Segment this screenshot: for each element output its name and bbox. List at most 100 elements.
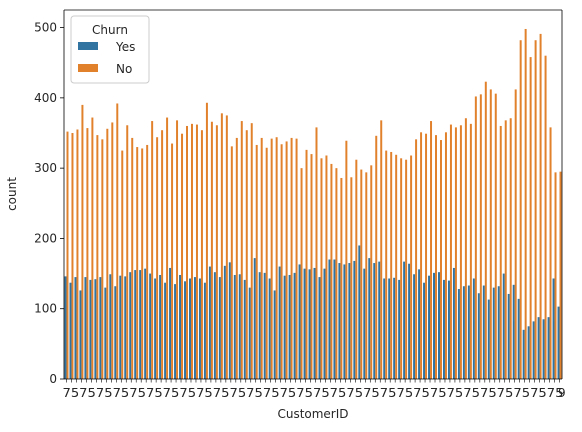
bar-yes-35 — [238, 274, 241, 379]
bar-yes-49 — [308, 269, 311, 379]
bar-no-95 — [539, 33, 542, 380]
bar-no-84 — [484, 81, 487, 379]
bar-no-61 — [370, 165, 373, 379]
bar-yes-24 — [184, 281, 187, 379]
bar-no-58 — [355, 159, 358, 379]
bar-yes-14 — [134, 270, 137, 379]
bar-no-81 — [469, 123, 472, 379]
bar-no-49 — [310, 154, 313, 379]
legend-label-yes: Yes — [115, 40, 135, 54]
legend-swatch-no — [78, 64, 98, 72]
bar-yes-93 — [527, 326, 530, 379]
bar-no-83 — [479, 94, 482, 379]
bar-no-16 — [146, 144, 149, 379]
bar-yes-88 — [502, 273, 505, 379]
bar-no-28 — [205, 102, 208, 379]
bar-yes-39 — [258, 272, 261, 379]
bar-no-23 — [181, 133, 184, 379]
bar-yes-22 — [174, 284, 177, 379]
bar-no-25 — [190, 123, 193, 379]
bar-yes-5 — [89, 279, 92, 379]
legend-label-no: No — [116, 62, 132, 76]
bar-yes-23 — [179, 274, 182, 379]
bar-no-88 — [504, 120, 507, 379]
y-tick-label: 0 — [49, 372, 57, 386]
bar-no-6 — [96, 135, 99, 379]
bar-yes-82 — [472, 278, 475, 379]
bar-yes-50 — [313, 267, 316, 379]
axes — [63, 9, 563, 380]
bar-no-99 — [559, 171, 562, 379]
bar-yes-95 — [537, 317, 540, 379]
bar-yes-3 — [79, 290, 82, 379]
bar-no-33 — [230, 146, 233, 379]
bar-yes-89 — [507, 293, 510, 379]
bar-yes-8 — [104, 287, 107, 379]
bar-yes-57 — [348, 263, 351, 379]
bar-no-94 — [534, 40, 537, 379]
bar-yes-68 — [403, 261, 406, 379]
bar-yes-29 — [208, 266, 211, 379]
bar-no-87 — [499, 125, 502, 379]
bar-no-63 — [380, 120, 383, 379]
bar-yes-56 — [343, 264, 346, 379]
bar-yes-18 — [154, 278, 157, 379]
legend-title: Churn — [92, 23, 128, 37]
bar-no-51 — [320, 158, 323, 379]
bar-no-14 — [136, 147, 139, 379]
bar-yes-20 — [164, 282, 167, 379]
bar-yes-63 — [378, 261, 381, 379]
bar-no-1 — [71, 133, 74, 379]
bar-yes-36 — [243, 279, 246, 379]
bar-yes-1 — [69, 282, 72, 379]
bar-yes-26 — [193, 277, 196, 379]
bar-no-70 — [415, 139, 418, 379]
bar-no-46 — [295, 138, 298, 379]
bar-yes-72 — [423, 282, 426, 379]
bar-yes-19 — [159, 274, 162, 379]
bar-no-40 — [265, 147, 268, 379]
bar-yes-32 — [223, 265, 226, 379]
bar-no-24 — [186, 125, 188, 379]
bar-no-54 — [335, 168, 338, 379]
bar-no-26 — [195, 124, 198, 379]
bar-yes-31 — [218, 277, 221, 379]
bar-no-5 — [91, 117, 94, 379]
bar-yes-84 — [482, 285, 485, 379]
bar-no-80 — [464, 118, 467, 380]
bar-yes-62 — [373, 263, 376, 379]
bar-no-53 — [330, 163, 333, 379]
bar-yes-76 — [442, 279, 445, 379]
bar-yes-65 — [388, 278, 391, 379]
bar-yes-67 — [398, 279, 401, 379]
bar-no-15 — [141, 148, 144, 379]
bar-no-10 — [116, 103, 119, 379]
bar-yes-46 — [293, 272, 296, 379]
bar-no-47 — [300, 168, 303, 379]
bar-yes-41 — [268, 278, 271, 379]
bar-no-41 — [270, 138, 273, 379]
bar-yes-45 — [288, 274, 291, 379]
bar-no-59 — [360, 169, 363, 379]
bar-no-4 — [86, 128, 89, 379]
bar-yes-51 — [318, 277, 321, 379]
x-ticks: 7575757575757575757575757575757575757575… — [62, 379, 566, 400]
bar-yes-61 — [368, 258, 371, 379]
bar-no-8 — [106, 128, 109, 379]
bar-no-29 — [210, 121, 213, 379]
bar-group — [64, 28, 562, 380]
bar-no-18 — [156, 137, 159, 379]
bar-yes-9 — [109, 274, 112, 379]
bar-yes-7 — [99, 277, 102, 379]
bar-no-12 — [126, 125, 129, 380]
bar-yes-85 — [487, 299, 490, 379]
bar-yes-59 — [358, 245, 361, 379]
y-ticks: 0 100 200 300 400 500 — [34, 21, 64, 386]
bar-no-32 — [225, 115, 228, 380]
bar-yes-33 — [228, 262, 231, 379]
y-tick-label: 300 — [34, 161, 57, 175]
bar-yes-30 — [213, 272, 216, 379]
bar-no-52 — [325, 155, 328, 379]
bar-yes-87 — [497, 286, 500, 379]
bar-no-72 — [425, 133, 428, 379]
